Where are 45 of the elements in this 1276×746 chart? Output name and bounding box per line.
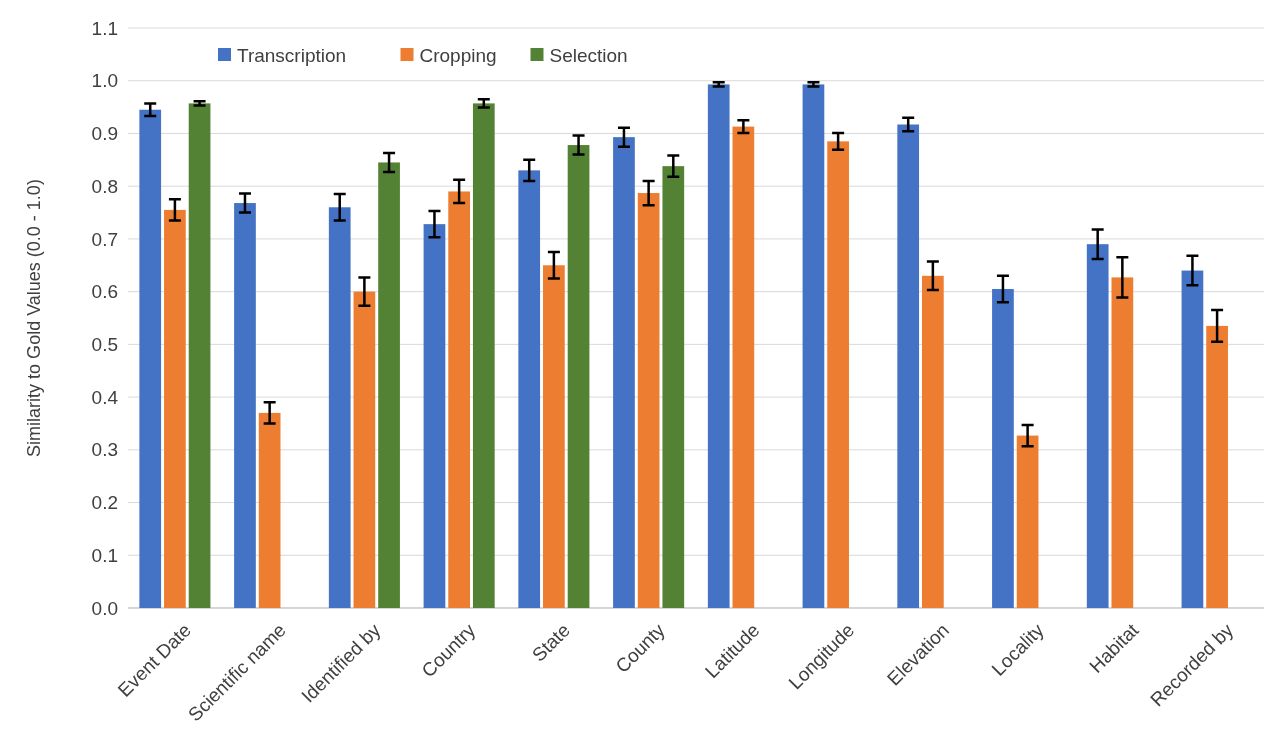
bar [378,162,400,608]
y-tick-label: 0.4 [91,386,119,408]
bar [1086,244,1109,608]
bar [802,84,825,608]
y-tick-label: 0.2 [91,492,118,514]
y-tick-label: 0.5 [91,334,118,356]
bar [328,207,351,608]
bar [1016,435,1039,608]
bar [662,166,685,608]
y-tick-label: 0.0 [91,597,118,619]
bar [897,124,920,608]
y-tick-label: 1.0 [91,70,118,92]
bar [518,170,541,608]
bar [707,84,730,608]
bar [1181,270,1204,608]
bar [922,275,944,608]
bar [164,209,186,608]
y-tick-label: 1.1 [91,17,118,39]
bar [613,137,635,608]
bar [258,412,281,608]
bar [472,103,495,608]
bar [188,103,211,608]
bar [1206,325,1228,608]
bar [353,291,376,608]
bar [423,224,446,608]
y-tick-label: 0.3 [91,439,118,461]
bar [1111,277,1134,608]
bar [139,109,162,608]
y-tick-label: 0.8 [91,175,118,197]
y-tick-label: 0.7 [91,228,118,250]
bar [567,145,590,608]
legend-label: Cropping [419,44,497,66]
y-axis-title: Similarity to Gold Values (0.0 - 1.0) [24,179,44,457]
bar [732,126,755,608]
bar [234,203,256,608]
bar [992,289,1014,608]
y-tick-label: 0.9 [91,123,118,145]
legend-label: Transcription [237,44,347,66]
bar [448,191,470,608]
bar [637,193,660,608]
y-tick-label: 0.6 [91,281,118,303]
bar [543,265,565,608]
legend-label: Selection [549,44,628,66]
y-tick-label: 0.1 [91,544,118,566]
bar [827,141,849,608]
